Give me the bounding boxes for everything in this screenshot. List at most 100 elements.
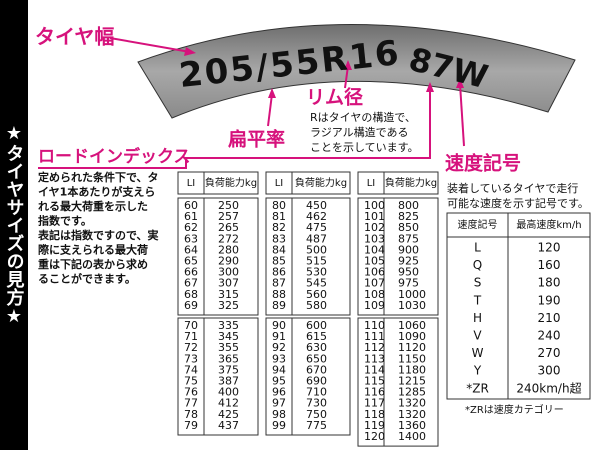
load-capacity: 925: [398, 255, 419, 268]
speed-table-box: [446, 212, 591, 400]
load-index-note: れる最大荷重を示した: [38, 199, 148, 213]
load-capacity: 630: [306, 341, 327, 354]
max-speed: 180: [538, 276, 561, 290]
load-index: 67: [184, 277, 198, 290]
load-index: 68: [184, 288, 198, 301]
load-index: 83: [272, 232, 286, 245]
load-capacity: 690: [306, 375, 327, 388]
speed-symbol: Y: [473, 364, 482, 378]
load-index: 98: [272, 408, 286, 421]
load-index: 69: [184, 299, 198, 312]
table-header-box: [265, 171, 351, 195]
load-capacity: 387: [218, 375, 239, 388]
structure-note: ラジアル構造である: [310, 125, 409, 139]
load-capacity: 437: [218, 419, 239, 432]
load-index: 84: [272, 243, 286, 256]
load-capacity: 325: [218, 299, 239, 312]
load-index: 78: [184, 408, 198, 421]
table-header: 負荷能力kg: [385, 176, 437, 189]
load-index-note: 指数です。: [38, 214, 92, 228]
load-capacity: 530: [306, 266, 327, 279]
load-capacity: 265: [218, 221, 239, 234]
table-header: 負荷能力kg: [205, 176, 257, 189]
load-index: 79: [184, 419, 198, 432]
load-capacity: 475: [306, 221, 327, 234]
leader-lines: [38, 37, 465, 169]
load-capacity: 355: [218, 341, 239, 354]
load-capacity: 1000: [398, 288, 426, 301]
load-index: 89: [272, 299, 286, 312]
load-index: 80: [272, 199, 286, 212]
load-index: 110: [364, 319, 385, 332]
load-capacity: 515: [306, 255, 327, 268]
load-index: 91: [272, 330, 286, 343]
load-index: 106: [364, 266, 385, 279]
load-capacity: 975: [398, 277, 419, 290]
load-index: 73: [184, 352, 198, 365]
table-block: [177, 317, 259, 436]
table-header: LI: [367, 178, 376, 189]
load-index: 86: [272, 266, 286, 279]
max-speed: 190: [538, 293, 561, 307]
load-capacity: 307: [218, 277, 239, 290]
speed-symbol: T: [473, 293, 482, 307]
max-speed: 160: [538, 258, 561, 272]
structure-note: ことを示しています。: [310, 141, 419, 154]
load-index: 99: [272, 419, 286, 432]
load-index: 117: [364, 397, 385, 410]
label-speed: 速度記号: [445, 152, 521, 175]
load-index: 66: [184, 266, 198, 279]
load-capacity: 850: [398, 221, 419, 234]
table-block: [177, 197, 259, 316]
load-capacity: 1360: [398, 419, 426, 432]
load-index: 108: [364, 288, 385, 301]
load-capacity: 400: [218, 386, 239, 399]
speed-symbol: V: [473, 329, 482, 343]
load-capacity: 730: [306, 397, 327, 410]
load-index: 114: [364, 363, 385, 376]
load-capacity: 750: [306, 408, 327, 421]
load-capacity: 875: [398, 232, 419, 245]
load-capacity: 272: [218, 232, 239, 245]
load-index: 77: [184, 397, 198, 410]
label-width: タイヤ幅: [35, 25, 114, 49]
load-index: 109: [364, 299, 385, 312]
load-capacity: 1150: [398, 352, 426, 365]
load-index: 116: [364, 386, 385, 399]
load-capacity: 710: [306, 386, 327, 399]
load-capacity: 375: [218, 363, 239, 376]
table-block: [265, 197, 351, 316]
load-capacity: 615: [306, 330, 327, 343]
load-index-note: ることができます。: [38, 272, 136, 286]
max-speed: 210: [538, 311, 561, 325]
load-index: 95: [272, 375, 286, 388]
load-index: 72: [184, 341, 198, 354]
load-capacity: 425: [218, 408, 239, 421]
load-index-note: 定められた条件下で、タ: [38, 170, 159, 184]
load-capacity: 280: [218, 243, 239, 256]
load-capacity: 1120: [398, 341, 426, 354]
label-rim: リム径: [306, 87, 363, 109]
load-index: 61: [184, 210, 198, 223]
speed-symbol: H: [473, 311, 482, 325]
load-capacity: 450: [306, 199, 327, 212]
load-index: 105: [364, 255, 385, 268]
load-capacity: 335: [218, 319, 239, 332]
load-index-note: イヤ1本あたりが支えら: [38, 185, 155, 199]
load-capacity: 487: [306, 232, 327, 245]
load-capacity: 1030: [398, 299, 426, 312]
load-capacity: 1215: [398, 375, 426, 388]
load-index-note: 際に支えられる最大荷: [38, 243, 148, 257]
load-capacity: 462: [306, 210, 327, 223]
load-capacity: 825: [398, 210, 419, 223]
load-index: 90: [272, 319, 286, 332]
max-speed: 120: [538, 241, 561, 255]
load-capacity: 560: [306, 288, 327, 301]
load-index: 75: [184, 375, 198, 388]
load-index: 62: [184, 221, 198, 234]
load-capacity: 365: [218, 352, 239, 365]
table-header-box: [177, 171, 259, 195]
load-capacity: 1090: [398, 330, 426, 343]
speed-symbol: L: [474, 241, 481, 255]
